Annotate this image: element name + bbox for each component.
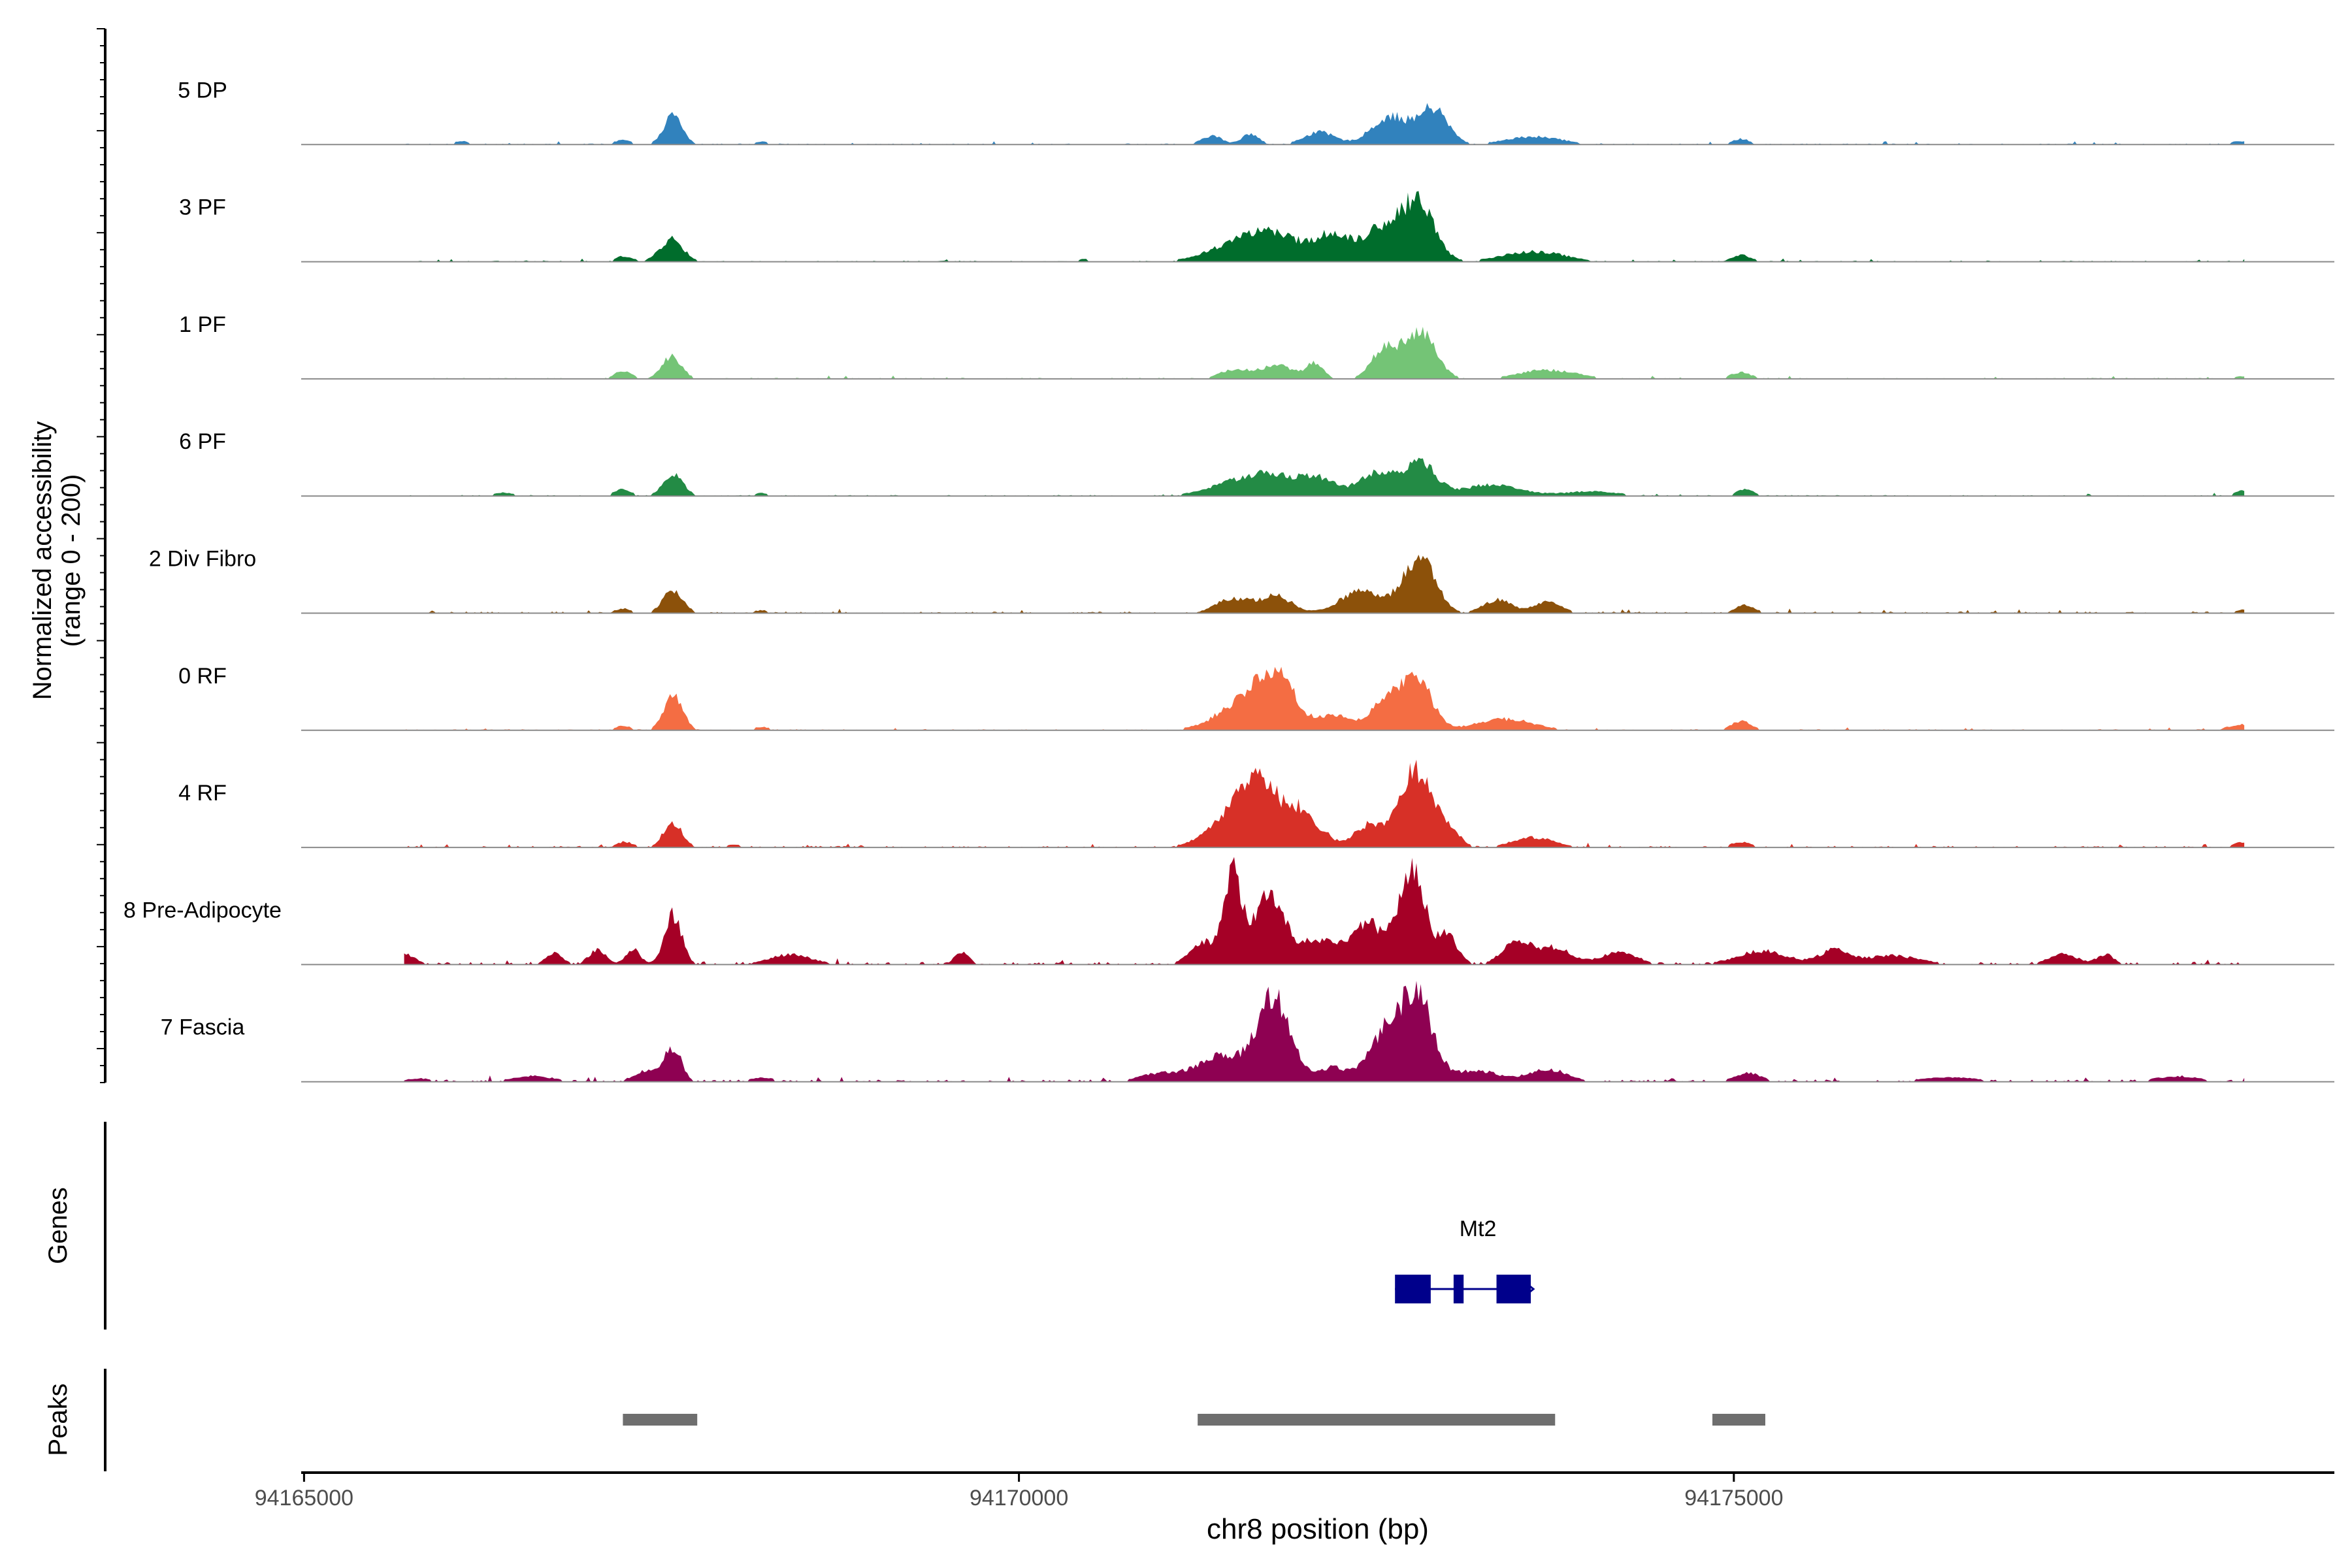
track-6-label: 0 RF <box>178 664 227 689</box>
gene-exon-3 <box>1496 1275 1531 1303</box>
track-9-label: 7 Fascia <box>161 1015 245 1040</box>
track-7-label: 4 RF <box>178 781 227 806</box>
x-axis-ticks: 94165000 94170000 94175000 <box>255 1473 1783 1511</box>
y-axis-title-line2: (range 0 - 200) <box>57 474 86 647</box>
track-2-area <box>404 191 2245 262</box>
track-6: 0 RF <box>178 664 2334 731</box>
x-tick-label: 94170000 <box>970 1486 1068 1511</box>
track-1: 5 DP <box>178 78 2334 146</box>
peak-region-2 <box>1198 1414 1556 1426</box>
track-7: 4 RF <box>178 759 2334 849</box>
track-1-area <box>404 103 2245 145</box>
genes-track: Mt2 <box>1395 1217 1535 1303</box>
track-4-area <box>404 457 2245 497</box>
coverage-y-axis-ticks <box>97 28 105 1083</box>
track-8-area <box>404 857 2245 965</box>
track-4: 6 PF <box>179 429 2334 497</box>
track-5: 2 Div Fibro <box>149 547 2334 614</box>
track-9-area <box>404 981 2245 1082</box>
track-3: 1 PF <box>179 312 2334 380</box>
peak-region-1 <box>623 1414 698 1426</box>
y-axis-title-line1: Normalized accessibility <box>28 421 57 700</box>
gene-exon-1 <box>1395 1275 1431 1303</box>
gene-name-label: Mt2 <box>1460 1217 1497 1241</box>
track-3-label: 1 PF <box>179 312 226 337</box>
track-3-area <box>404 327 2245 379</box>
peaks-track <box>623 1414 1765 1426</box>
x-tick-label: 94175000 <box>1684 1486 1783 1511</box>
track-5-area <box>404 555 2245 613</box>
track-2: 3 PF <box>179 191 2334 263</box>
track-4-label: 6 PF <box>179 429 226 454</box>
track-5-label: 2 Div Fibro <box>149 547 256 572</box>
coverage-tracks: 5 DP 3 PF 1 PF 6 PF 2 Div Fibro 0 RF 4 RF 8 Pre… <box>123 78 2334 1083</box>
gene-strand-arrow-icon <box>1526 1282 1535 1296</box>
track-8-label: 8 Pre-Adipocyte <box>123 898 282 923</box>
track-7-area <box>404 759 2245 848</box>
track-9: 7 Fascia <box>161 981 2334 1083</box>
gene-exon-2 <box>1453 1275 1464 1303</box>
peak-region-3 <box>1712 1414 1765 1426</box>
x-axis-title: chr8 position (bp) <box>1207 1513 1429 1545</box>
track-1-label: 5 DP <box>178 78 227 103</box>
track-8: 8 Pre-Adipocyte <box>123 857 2334 966</box>
gene-Mt2: Mt2 <box>1395 1217 1535 1303</box>
genes-panel-label: Genes <box>44 1187 73 1264</box>
track-2-label: 3 PF <box>179 195 226 220</box>
peaks-panel-label: Peaks <box>44 1383 73 1456</box>
track-6-area <box>404 666 2245 730</box>
x-tick-label: 94165000 <box>255 1486 353 1511</box>
